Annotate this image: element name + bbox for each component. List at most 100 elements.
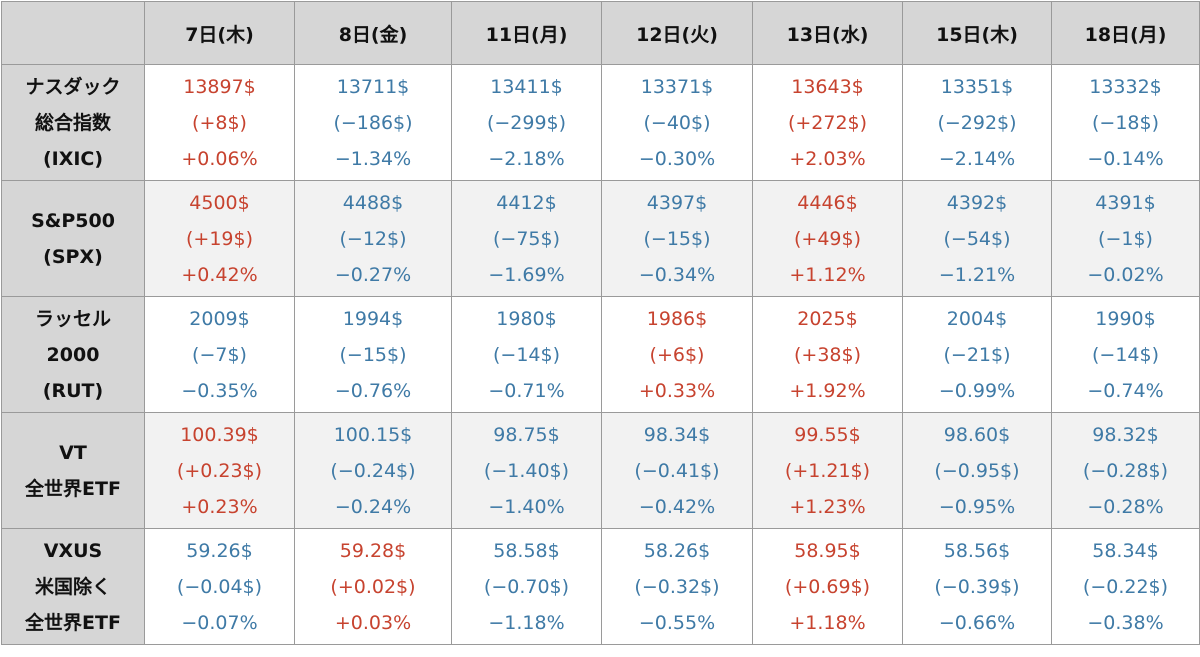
column-header-date: 13日(水) [752, 1, 903, 65]
price-value: 58.58$ [493, 539, 560, 562]
change-value: (+1.21$) [784, 459, 871, 482]
value-cell: 98.34$ (−0.41$) −0.42% [601, 412, 753, 529]
percent-change-value: −0.02% [1087, 263, 1164, 286]
percent-change-value: −0.99% [938, 379, 1016, 402]
percent-change-value: −0.66% [938, 611, 1016, 634]
percent-change-value: −0.24% [334, 495, 412, 518]
price-value: 4391$ [1095, 191, 1156, 214]
change-value: (−75$) [492, 227, 560, 250]
value-cell: 1994$ (−15$) −0.76% [294, 296, 452, 413]
change-value: (−1.40$) [483, 459, 570, 482]
value-cell: 13371$ (−40$) −0.30% [601, 64, 753, 181]
percent-change-value: −0.35% [181, 379, 258, 402]
row-label-line: (SPX) [43, 245, 103, 268]
change-value: (−40$) [643, 111, 711, 134]
percent-change-value: +0.33% [638, 379, 716, 402]
percent-change-value: +1.92% [789, 379, 866, 402]
value-cell: 4488$ (−12$) −0.27% [294, 180, 452, 297]
change-value: (−0.32$) [634, 575, 720, 598]
price-value: 13411$ [490, 75, 563, 98]
change-value: (−0.39$) [934, 575, 1020, 598]
percent-change-value: −1.69% [488, 263, 565, 286]
change-value: (−14$) [492, 343, 560, 366]
table-row: ラッセル 2000 (RUT) 2009$ (−7$) −0.35% 1994$ (−15$)… [1, 296, 1200, 413]
price-value: 4412$ [496, 191, 557, 214]
percent-change-value: +1.23% [789, 495, 866, 518]
change-value: (−21$) [943, 343, 1011, 366]
percent-change-value: −2.18% [488, 147, 565, 170]
percent-change-value: +1.12% [789, 263, 866, 286]
value-cell: 2025$ (+38$) +1.92% [752, 296, 903, 413]
price-value: 98.75$ [493, 423, 560, 446]
table-row: VT 全世界ETF 100.39$ (+0.23$) +0.23% 100.15$ (−0.… [1, 412, 1200, 529]
percent-change-value: −0.38% [1087, 611, 1164, 634]
row-label-line: VT [59, 441, 87, 464]
change-value: (+0.69$) [784, 575, 871, 598]
percent-change-value: −0.14% [1087, 147, 1164, 170]
header-corner-cell [1, 1, 145, 65]
percent-change-value: +0.23% [181, 495, 258, 518]
price-value: 4500$ [189, 191, 250, 214]
column-header-date: 15日(木) [902, 1, 1052, 65]
value-cell: 58.26$ (−0.32$) −0.55% [601, 528, 753, 645]
row-label-line: 全世界ETF [25, 611, 121, 634]
change-value: (−15$) [339, 343, 407, 366]
value-cell: 13351$ (−292$) −2.14% [902, 64, 1052, 181]
price-value: 99.55$ [794, 423, 861, 446]
price-value: 4446$ [797, 191, 858, 214]
percent-change-value: −0.76% [334, 379, 412, 402]
percent-change-value: +0.42% [181, 263, 258, 286]
price-value: 98.60$ [943, 423, 1011, 446]
value-cell: 4391$ (−1$) −0.02% [1051, 180, 1200, 297]
price-value: 13332$ [1089, 75, 1162, 98]
row-label-line: (IXIC) [42, 147, 104, 170]
change-value: (−14$) [1091, 343, 1159, 366]
price-value: 13711$ [336, 75, 410, 98]
price-value: 58.95$ [794, 539, 861, 562]
percent-change-value: +0.03% [334, 611, 412, 634]
value-cell: 4412$ (−75$) −1.69% [451, 180, 602, 297]
value-cell: 4500$ (+19$) +0.42% [144, 180, 295, 297]
change-value: (+38$) [793, 343, 861, 366]
price-value: 2025$ [797, 307, 858, 330]
value-cell: 100.39$ (+0.23$) +0.23% [144, 412, 295, 529]
row-label-line: VXUS [43, 539, 103, 562]
column-header-date: 18日(月) [1051, 1, 1200, 65]
price-value: 58.26$ [643, 539, 711, 562]
price-value: 4397$ [646, 191, 708, 214]
price-value: 2004$ [946, 307, 1008, 330]
row-label-cell: VT 全世界ETF [1, 412, 145, 529]
row-label-line: ラッセル [34, 307, 111, 330]
value-cell: 2004$ (−21$) −0.99% [902, 296, 1052, 413]
change-value: (+0.23$) [176, 459, 263, 482]
price-value: 100.15$ [333, 423, 413, 446]
percent-change-value: −1.40% [488, 495, 565, 518]
value-cell: 98.60$ (−0.95$) −0.95% [902, 412, 1052, 529]
price-value: 98.32$ [1092, 423, 1159, 446]
price-value: 4392$ [946, 191, 1008, 214]
change-value: (−7$) [192, 343, 247, 366]
price-value: 13351$ [940, 75, 1014, 98]
value-cell: 1990$ (−14$) −0.74% [1051, 296, 1200, 413]
price-value: 59.28$ [339, 539, 407, 562]
change-value: (+6$) [649, 343, 705, 366]
column-header-date: 11日(月) [451, 1, 602, 65]
change-value: (−292$) [937, 111, 1017, 134]
change-value: (−1$) [1098, 227, 1153, 250]
row-label-line: S&P500 [31, 209, 115, 232]
percent-change-value: −0.07% [181, 611, 258, 634]
change-value: (−0.70$) [483, 575, 570, 598]
value-cell: 4392$ (−54$) −1.21% [902, 180, 1052, 297]
percent-change-value: −0.42% [638, 495, 716, 518]
value-cell: 58.56$ (−0.39$) −0.66% [902, 528, 1052, 645]
percent-change-value: +0.06% [181, 147, 258, 170]
value-cell: 59.28$ (+0.02$) +0.03% [294, 528, 452, 645]
change-value: (−0.28$) [1082, 459, 1169, 482]
price-value: 58.56$ [943, 539, 1011, 562]
price-value: 1990$ [1095, 307, 1156, 330]
table-body: ナスダック 総合指数 (IXIC) 13897$ (+8$) +0.06% 13711$ (−… [1, 64, 1200, 645]
percent-change-value: −2.14% [938, 147, 1016, 170]
change-value: (−0.95$) [934, 459, 1020, 482]
price-value: 58.34$ [1092, 539, 1159, 562]
value-cell: 1980$ (−14$) −0.71% [451, 296, 602, 413]
